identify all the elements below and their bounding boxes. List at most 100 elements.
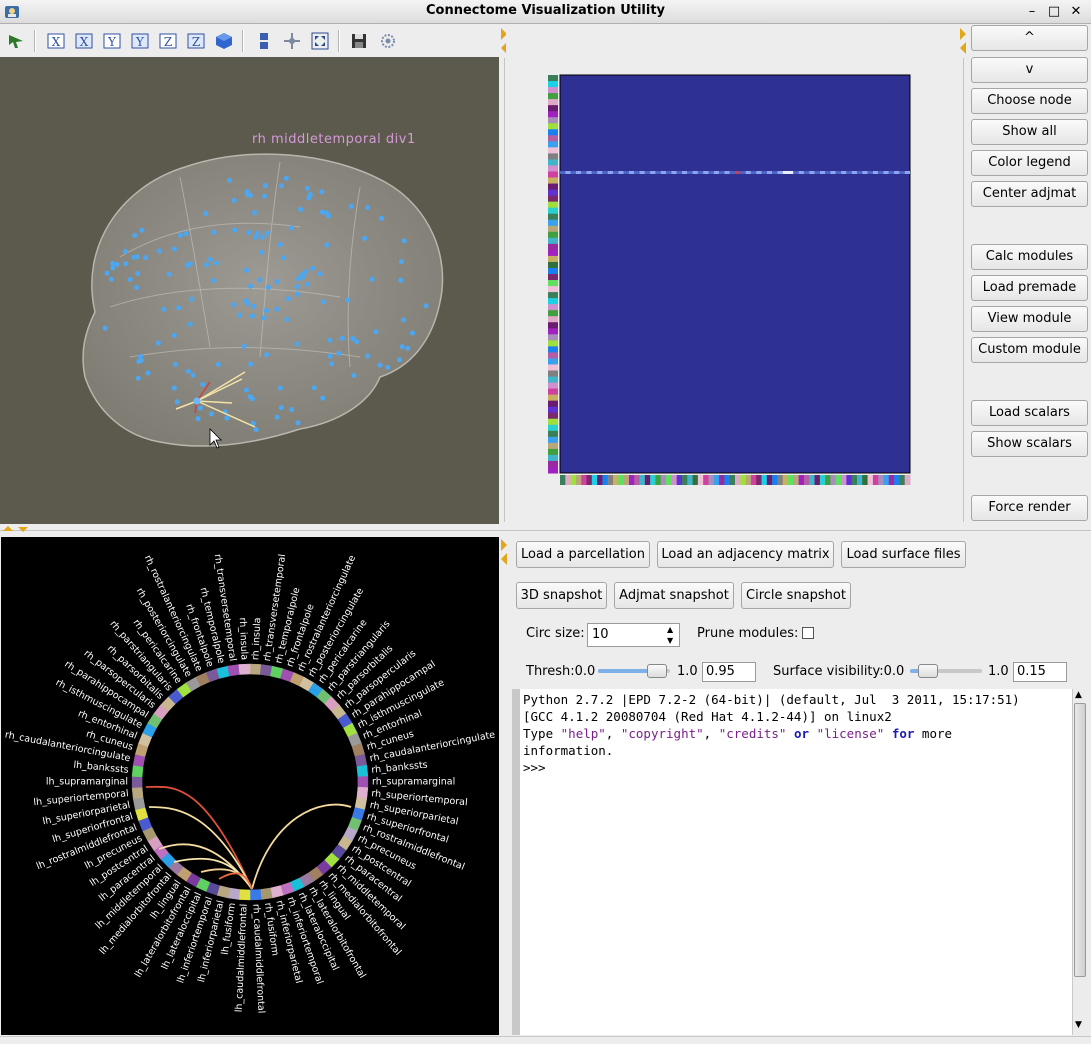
- thresh-input[interactable]: 0.95: [702, 662, 756, 682]
- scroll-up-icon[interactable]: ▲: [1075, 690, 1082, 700]
- color-legend-button[interactable]: Color legend: [971, 150, 1088, 176]
- y-view-icon[interactable]: Y: [102, 31, 122, 51]
- calc-modules-button[interactable]: Calc modules: [971, 244, 1088, 270]
- fullscreen-icon[interactable]: [310, 31, 330, 51]
- console-text: ,: [703, 726, 719, 741]
- circ-size-spinbox[interactable]: 10 ▲ ▼: [587, 623, 680, 647]
- brain-node: [362, 235, 368, 241]
- circle-ring: [131, 663, 369, 901]
- thresh-slider-handle[interactable]: [647, 664, 667, 678]
- minimize-button[interactable]: –: [1028, 4, 1036, 19]
- column-color-cell: [793, 475, 800, 485]
- mouse-interaction-icon[interactable]: [282, 31, 302, 51]
- row-color-cell: [548, 171, 558, 179]
- row-color-cell: [548, 280, 558, 287]
- prune-modules-checkbox[interactable]: [802, 627, 814, 639]
- adjacency-matrix-view[interactable]: [506, 25, 960, 524]
- scroll-up-button[interactable]: ^: [971, 25, 1088, 51]
- column-color-cell: [782, 475, 789, 485]
- splitter-handle-icon[interactable]: [501, 539, 507, 551]
- load-scalars-button[interactable]: Load scalars: [971, 400, 1088, 426]
- load-parcellation-button[interactable]: Load a parcellation: [516, 541, 650, 568]
- parallel-projection-icon[interactable]: [254, 31, 274, 51]
- close-button[interactable]: ✕: [1070, 4, 1082, 19]
- brain-node: [254, 230, 260, 236]
- view-module-button[interactable]: View module: [971, 306, 1088, 332]
- console-string: "copyright": [620, 726, 704, 741]
- brain-3d-view[interactable]: rh middletemporal div1: [0, 57, 499, 524]
- matrix-row-cell: [809, 171, 815, 174]
- brain-node: [327, 337, 333, 343]
- splitter-down-icon[interactable]: [18, 527, 28, 532]
- spin-down-icon[interactable]: ▼: [667, 636, 674, 645]
- connectome-circle-plot[interactable]: rh_insula rh_transversetemporal rh_tempora…: [1, 537, 499, 1035]
- toolbar-separator: [34, 30, 36, 52]
- select-arrow-icon[interactable]: [6, 31, 26, 51]
- 3d-snapshot-button[interactable]: 3D snapshot: [516, 582, 607, 609]
- save-icon[interactable]: [349, 31, 369, 51]
- horizontal-splitter[interactable]: [0, 526, 1091, 534]
- show-all-button[interactable]: Show all: [971, 119, 1088, 145]
- choose-node-button[interactable]: Choose node: [971, 88, 1088, 114]
- y-view-neg-icon[interactable]: Y: [130, 31, 150, 51]
- brain-node: [285, 296, 291, 302]
- surface-visibility-input[interactable]: 0.15: [1013, 662, 1067, 682]
- brain-node: [176, 305, 182, 311]
- splitter-up-icon[interactable]: [3, 526, 13, 531]
- brain-node: [131, 254, 137, 260]
- toolbar-separator: [242, 30, 244, 52]
- splitter-handle-icon[interactable]: [960, 42, 966, 54]
- z-view-neg-icon[interactable]: Z: [186, 31, 206, 51]
- row-color-cell: [548, 159, 558, 166]
- column-color-cell: [618, 475, 625, 485]
- load-surface-button[interactable]: Load surface files: [841, 541, 966, 568]
- matrix-row-cell: [825, 171, 831, 174]
- splitter-handle-icon[interactable]: [960, 28, 966, 40]
- svg-text:Z: Z: [164, 35, 172, 49]
- pane-divider: [504, 58, 505, 522]
- column-color-cell: [745, 475, 752, 485]
- load-adjmat-button[interactable]: Load an adjacency matrix: [657, 541, 834, 568]
- matrix-row-cell: [862, 171, 868, 174]
- custom-module-button[interactable]: Custom module: [971, 337, 1088, 363]
- scroll-down-button[interactable]: v: [971, 57, 1088, 83]
- settings-icon[interactable]: [378, 31, 398, 51]
- row-color-cell: [548, 454, 558, 462]
- show-scalars-button[interactable]: Show scalars: [971, 431, 1088, 457]
- console-scrollbar[interactable]: ▲ ▼: [1072, 689, 1087, 1035]
- brain-node: [405, 345, 411, 351]
- circle-snapshot-button[interactable]: Circle snapshot: [741, 582, 851, 609]
- column-color-cell: [660, 475, 667, 485]
- x-view-neg-icon[interactable]: X: [74, 31, 94, 51]
- splitter-handle-icon[interactable]: [501, 553, 507, 565]
- iso-view-icon[interactable]: [214, 31, 234, 51]
- brain-node: [244, 267, 250, 273]
- matrix-row-cell: [560, 171, 566, 174]
- maximize-button[interactable]: □: [1047, 4, 1061, 19]
- row-color-cell: [548, 255, 558, 263]
- console-scrollbar-thumb[interactable]: [1074, 703, 1086, 977]
- row-color-cell: [548, 346, 558, 353]
- adjmat-snapshot-button[interactable]: Adjmat snapshot: [614, 582, 734, 609]
- brain-node: [208, 411, 215, 417]
- python-console[interactable]: Python 2.7.2 |EPD 7.2-2 (64-bit)| (defau…: [520, 689, 1072, 1035]
- matrix-row-cell: [793, 171, 799, 174]
- column-color-cell: [761, 475, 768, 485]
- spin-up-icon[interactable]: ▲: [667, 625, 674, 634]
- splitter-handle-icon[interactable]: [501, 28, 507, 40]
- surface-visibility-slider[interactable]: [910, 664, 982, 678]
- brain-node: [174, 399, 180, 405]
- x-view-icon[interactable]: X: [46, 31, 66, 51]
- brain-node: [243, 298, 249, 304]
- z-view-icon[interactable]: Z: [158, 31, 178, 51]
- column-color-cell: [602, 475, 609, 485]
- scroll-down-icon[interactable]: ▼: [1075, 1020, 1082, 1030]
- center-adjmat-button[interactable]: Center adjmat: [971, 181, 1088, 207]
- load-premade-button[interactable]: Load premade: [971, 275, 1088, 301]
- brain-node: [319, 209, 325, 215]
- surface-visibility-slider-handle[interactable]: [918, 664, 938, 678]
- force-render-button[interactable]: Force render: [971, 495, 1088, 521]
- row-color-strip: [548, 75, 558, 474]
- thresh-slider[interactable]: [598, 664, 670, 678]
- splitter-handle-icon[interactable]: [501, 42, 507, 54]
